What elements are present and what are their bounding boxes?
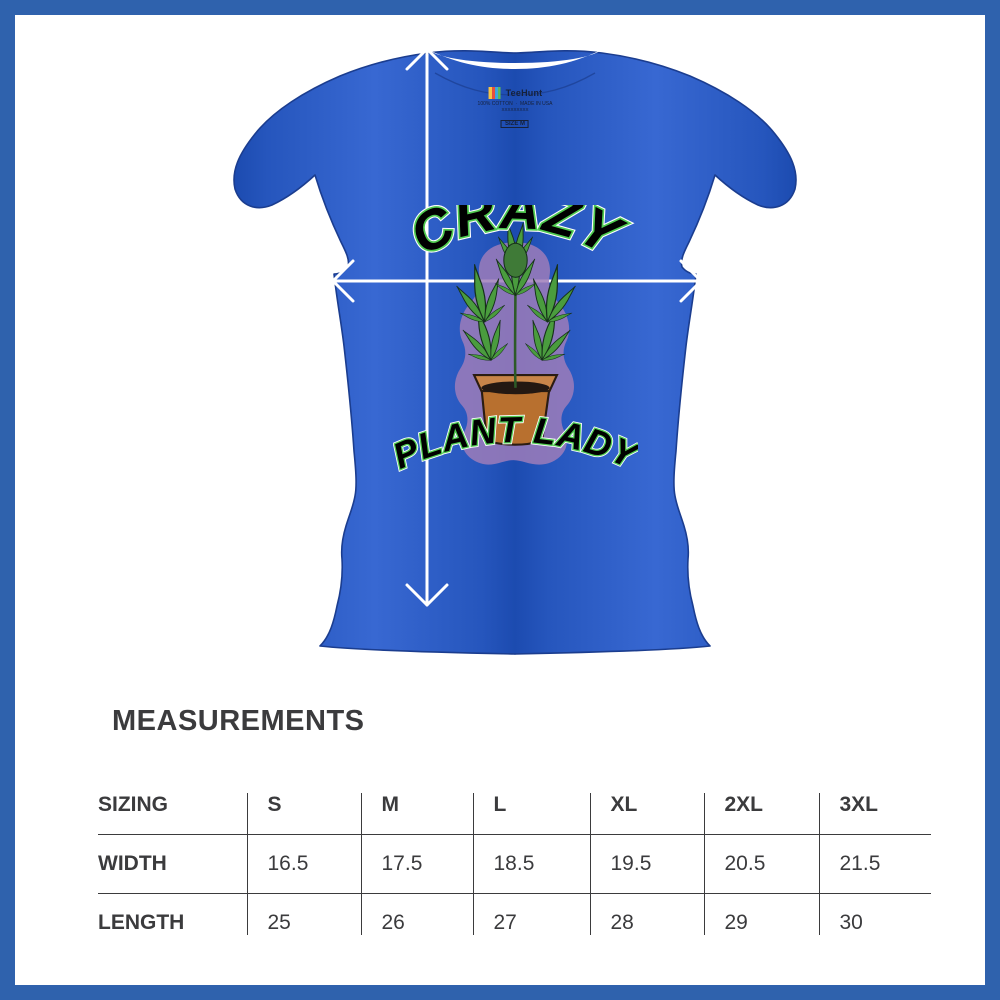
svg-text:PLANT LADY: PLANT LADY	[393, 409, 638, 477]
